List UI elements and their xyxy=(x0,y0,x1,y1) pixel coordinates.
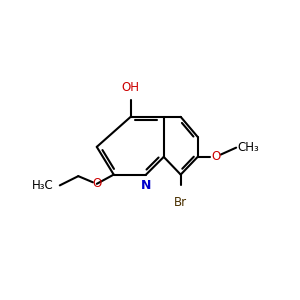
Text: CH₃: CH₃ xyxy=(238,141,260,154)
Text: OH: OH xyxy=(122,81,140,94)
Text: O: O xyxy=(92,177,101,190)
Text: N: N xyxy=(141,179,151,192)
Text: H₃C: H₃C xyxy=(32,179,54,192)
Text: Br: Br xyxy=(174,196,187,209)
Text: O: O xyxy=(212,150,221,164)
